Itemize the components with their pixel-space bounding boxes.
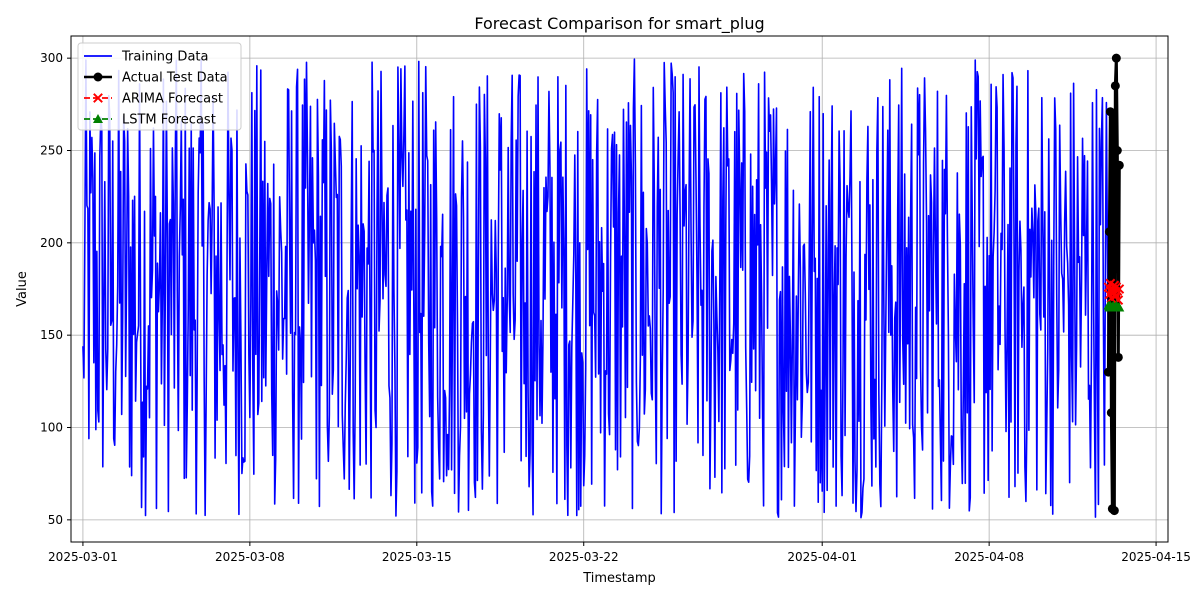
data-point	[1113, 352, 1123, 362]
series-line	[1106, 58, 1121, 511]
x-tick-label: 2025-04-01	[787, 550, 857, 564]
y-tick-label: 50	[48, 513, 63, 527]
y-tick-label: 300	[40, 51, 63, 65]
data-point	[1103, 367, 1113, 377]
y-tick-label: 200	[40, 236, 63, 250]
x-tick-label: 2025-04-08	[954, 550, 1024, 564]
x-tick-label: 2025-03-22	[549, 550, 619, 564]
legend-entry: Actual Test Data	[84, 71, 228, 86]
data-point	[1111, 53, 1121, 63]
data-point	[1110, 81, 1120, 91]
legend-label: Actual Test Data	[122, 71, 228, 86]
x-tick-label: 2025-03-01	[48, 550, 118, 564]
training-data-line	[82, 58, 1110, 519]
data-point	[93, 93, 103, 103]
axis-layer: 2025-03-01 2025-03-08 2025-03-15 2025-03-22…	[40, 51, 1191, 564]
y-tick-label: 250	[40, 143, 63, 157]
data-point	[1109, 506, 1119, 516]
x-tick-label: 2025-03-15	[382, 550, 452, 564]
legend-label: LSTM Forecast	[122, 113, 216, 128]
legend-entry: ARIMA Forecast	[84, 92, 223, 107]
x-axis-label: Timestamp	[582, 571, 656, 586]
data-point	[93, 72, 103, 82]
legend-entry: Training Data	[84, 50, 208, 65]
chart-title: Forecast Comparison for smart_plug	[474, 14, 764, 34]
legend: Training Data Actual Test Data ARIMA Forec…	[77, 42, 242, 131]
y-tick-label: 150	[40, 328, 63, 342]
x-tick-label: 2025-03-08	[215, 550, 285, 564]
x-tick-label: 2025-04-15	[1121, 550, 1191, 564]
data-point	[1108, 112, 1118, 122]
y-tick-label: 100	[40, 421, 63, 435]
data-point	[1114, 160, 1124, 170]
series-layer	[1103, 53, 1125, 516]
series-arima-forecast	[1103, 278, 1125, 305]
data-point	[1106, 408, 1116, 418]
series-actual-test-data	[1103, 53, 1124, 516]
legend-label: ARIMA Forecast	[122, 92, 223, 107]
y-axis-label: Value	[15, 271, 30, 307]
legend-box	[77, 42, 242, 131]
data-point	[1114, 284, 1125, 294]
legend-label: Training Data	[121, 50, 208, 65]
plot-frame	[70, 35, 1169, 543]
data-point	[1104, 227, 1114, 237]
training-layer	[82, 58, 1110, 519]
data-point	[1112, 145, 1122, 155]
legend-entry: LSTM Forecast	[84, 113, 216, 128]
data-point	[1114, 302, 1125, 312]
series-lstm-forecast	[1103, 300, 1125, 312]
data-point	[93, 114, 103, 123]
